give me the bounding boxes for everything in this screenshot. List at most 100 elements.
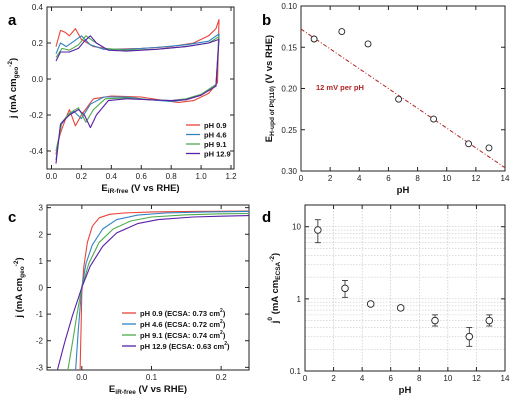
y-tick-label: 1 bbox=[39, 257, 44, 266]
y-label-sup: -2 bbox=[13, 260, 20, 266]
panel-c: 0.0 0.1 0.2 -3 -2 -1 0 1 2 3 c pH 0.9 (ECSA: 0.73 c… bbox=[8, 204, 250, 396]
panel-a: 0.0 0.2 0.4 0.6 0.8 1.0 1.2 -0.4 -0.2 0.0 0.2 0.4 a p… bbox=[7, 3, 237, 195]
data-point bbox=[310, 35, 318, 43]
legend-close: ) bbox=[223, 309, 226, 318]
y-axis-label: j0 (mA cmECSA-2) bbox=[267, 253, 282, 324]
x-tick-label: 2 bbox=[331, 374, 336, 383]
legend-text: pH 0.9 (ECSA: 0.73 cm bbox=[140, 309, 220, 318]
y-label-post: ) bbox=[270, 253, 281, 256]
y-tick-label: -2 bbox=[36, 337, 44, 346]
x-label-main: E bbox=[101, 183, 107, 194]
data-point bbox=[341, 284, 349, 293]
y-tick-label: -1 bbox=[36, 310, 44, 319]
y-label-sub: ECSA bbox=[275, 261, 282, 279]
x-tick-label: 8 bbox=[415, 174, 420, 183]
panel-letter: b bbox=[262, 12, 271, 29]
legend-sup: 2 bbox=[220, 308, 223, 314]
y-tick-label: 2 bbox=[39, 230, 44, 239]
y-tick-label: 0.2 bbox=[32, 39, 44, 48]
y-label-sub: geo bbox=[13, 67, 20, 79]
y-label-mid: (mA cm bbox=[270, 280, 281, 317]
legend-label: pH 0.9 bbox=[204, 121, 227, 130]
grid bbox=[305, 204, 506, 372]
x-tick-label: 0.0 bbox=[76, 373, 88, 382]
y-tick-label: 0 bbox=[39, 284, 44, 293]
legend-label: pH 9.1 (ECSA: 0.74 cm2) bbox=[140, 330, 226, 340]
legend-close: ) bbox=[223, 320, 226, 329]
x-tick-label: 0.6 bbox=[136, 172, 148, 181]
y-tick-label: 0.10 bbox=[281, 2, 297, 11]
polarization-curve bbox=[79, 210, 249, 370]
y-tick-label: 0.30 bbox=[281, 167, 297, 176]
x-tick-label: 1.0 bbox=[196, 172, 208, 181]
x-tick-label: 12 bbox=[472, 374, 481, 383]
fit-line bbox=[300, 28, 506, 169]
x-tick-label: 14 bbox=[501, 374, 510, 383]
x-tick-label: 6 bbox=[388, 374, 393, 383]
legend-sup: 2 bbox=[220, 330, 223, 336]
series-group bbox=[55, 19, 220, 164]
x-tick-label: 0 bbox=[299, 174, 304, 183]
x-tick-label: 12 bbox=[471, 174, 480, 183]
x-axis-label: EiR-free (V vs RHE) bbox=[109, 384, 187, 396]
polarization-curve bbox=[67, 212, 249, 370]
x-tick-label: 1.2 bbox=[225, 172, 237, 181]
y-tick-label: 0.4 bbox=[32, 3, 44, 12]
fit-annotation: 12 mV per pH bbox=[316, 83, 364, 92]
legend: pH 0.9pH 4.6pH 9.1pH 12.9 bbox=[186, 121, 231, 159]
y-axis-label: j (mA cmgeo-2) bbox=[7, 58, 20, 119]
x-tick-label: 0.0 bbox=[46, 172, 58, 181]
data-point bbox=[430, 115, 438, 123]
x-label-sub: iR-free bbox=[108, 188, 129, 195]
data-point bbox=[396, 304, 405, 312]
y-tick-label: 0.25 bbox=[281, 126, 297, 135]
y-label-pre: j (mA cm bbox=[8, 78, 19, 119]
y-label-sub: H-upd of Pt(110) bbox=[269, 86, 276, 136]
y-label-post: (V vs RHE) bbox=[264, 35, 275, 86]
y-label-post: ) bbox=[14, 257, 25, 260]
x-tick-label: 0 bbox=[303, 374, 308, 383]
x-tick-label: 0.2 bbox=[76, 172, 88, 181]
y-tick-label: 0.0 bbox=[32, 75, 44, 84]
y-axis-label: j (mA cmgeo-2) bbox=[13, 257, 26, 318]
x-tick-label: 0.1 bbox=[146, 373, 158, 382]
legend-label: pH 4.6 (ECSA: 0.72 cm2) bbox=[140, 319, 226, 329]
y-label-sup: -2 bbox=[7, 61, 14, 67]
y-tick-label: 3 bbox=[39, 204, 44, 213]
data-point bbox=[314, 226, 322, 234]
x-axis-label: pH bbox=[397, 185, 410, 196]
x-tick-label: 4 bbox=[360, 374, 365, 383]
legend: pH 0.9 (ECSA: 0.73 cm2)pH 4.6 (ECSA: 0.7… bbox=[122, 308, 230, 351]
x-label-sub: iR-free bbox=[115, 389, 136, 396]
plot-frame bbox=[304, 204, 506, 372]
polarization-curve bbox=[56, 215, 249, 370]
x-tick-label: 2 bbox=[328, 174, 333, 183]
x-tick-label: 0.2 bbox=[216, 373, 228, 382]
y-tick-label: -0.2 bbox=[29, 111, 43, 120]
legend-label: pH 12.9 bbox=[204, 150, 231, 159]
y-tick-label: 1 bbox=[297, 295, 302, 304]
legend-sup: 2 bbox=[224, 341, 227, 347]
legend-text: pH 12.9 (ECSA: 0.63 cm bbox=[140, 342, 225, 351]
x-label-rest: (V vs RHE) bbox=[136, 384, 187, 395]
data-point bbox=[431, 316, 439, 325]
y-label-pre: j bbox=[270, 321, 281, 325]
legend-label: pH 0.9 (ECSA: 0.73 cm2) bbox=[140, 308, 226, 318]
legend-close: ) bbox=[223, 331, 226, 340]
cv-curve bbox=[55, 35, 220, 152]
panel-letter: a bbox=[8, 12, 17, 29]
data-point bbox=[364, 40, 372, 48]
legend-close: ) bbox=[227, 342, 230, 351]
panel-b: 0 2 4 6 8 10 12 14 0.10 0.15 0.20 0.25 0.30 b 12 mV pe… bbox=[262, 2, 510, 196]
y-label-pre: E bbox=[264, 136, 275, 142]
plot-frame bbox=[46, 6, 235, 170]
series-group bbox=[56, 210, 249, 370]
x-axis-label: pH bbox=[399, 385, 412, 396]
y-tick-label: -0.4 bbox=[29, 147, 43, 156]
x-tick-label: 0.8 bbox=[166, 172, 178, 181]
x-label-main: E bbox=[109, 384, 115, 395]
data-point bbox=[366, 300, 375, 308]
legend-text: pH 4.6 (ECSA: 0.72 cm bbox=[140, 320, 220, 329]
